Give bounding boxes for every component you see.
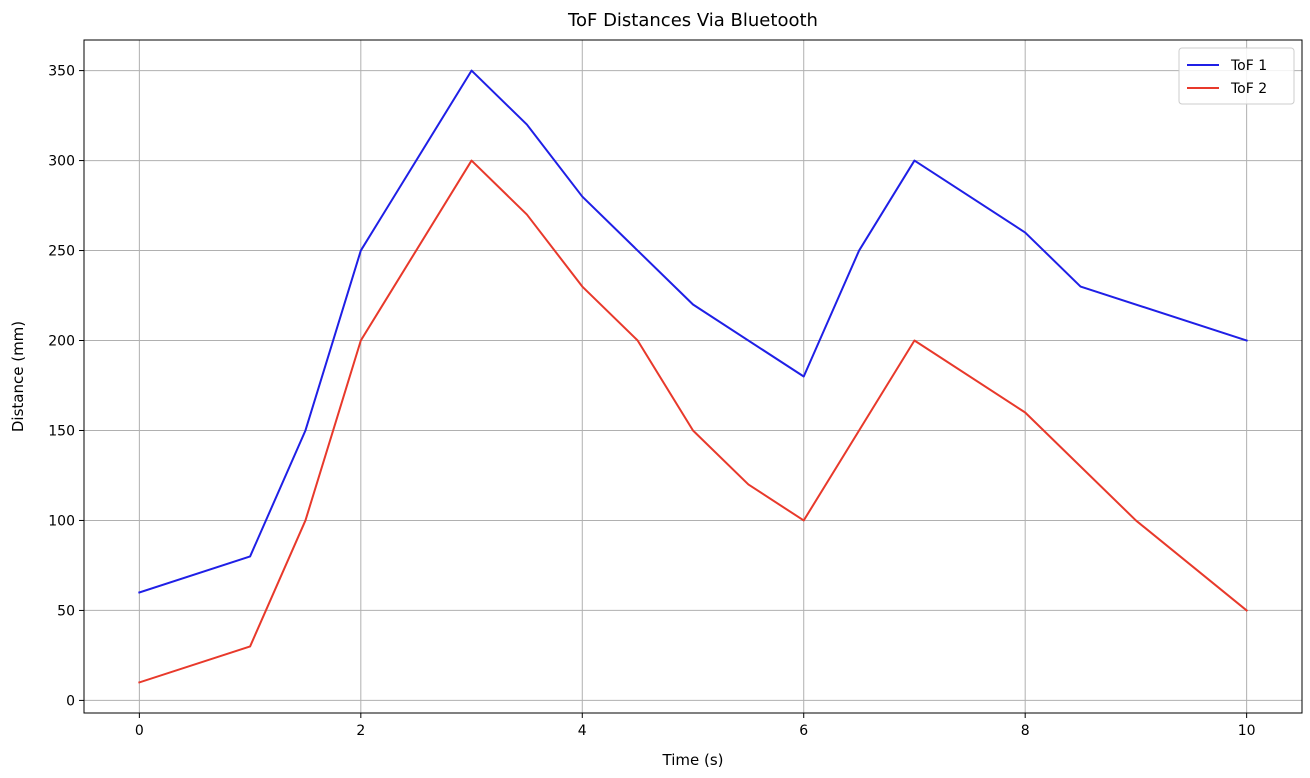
y-tick-label: 100 [48, 513, 75, 529]
grid [84, 40, 1302, 713]
y-tick-label: 150 [48, 423, 75, 439]
series-line-2 [138, 159, 1249, 684]
y-tick-label: 300 [48, 154, 75, 170]
y-tick-label: 350 [48, 64, 75, 80]
x-tick-label: 6 [799, 723, 808, 739]
y-axis-label: Distance (mm) [9, 321, 27, 432]
legend: ToF 1 ToF 2 [1178, 47, 1295, 105]
x-tick-label: 4 [578, 723, 587, 739]
legend-box [1178, 47, 1295, 105]
x-axis-label: Time (s) [662, 751, 724, 769]
series-group [138, 69, 1249, 684]
legend-label-2: ToF 2 [1230, 81, 1267, 97]
x-tick-label: 0 [135, 723, 144, 739]
plot-frame [83, 39, 1303, 714]
x-tick-label: 2 [356, 723, 365, 739]
x-tick-label: 10 [1238, 723, 1256, 739]
y-tick-label: 200 [48, 334, 75, 350]
y-tick-label: 50 [57, 603, 75, 619]
y-tick-label: 250 [48, 244, 75, 260]
series-line-1 [138, 69, 1248, 594]
x-tick-label: 8 [1021, 723, 1030, 739]
chart-title: ToF Distances Via Bluetooth [567, 10, 818, 31]
y-tick-label: 0 [66, 693, 75, 709]
legend-label-1: ToF 1 [1230, 58, 1267, 74]
